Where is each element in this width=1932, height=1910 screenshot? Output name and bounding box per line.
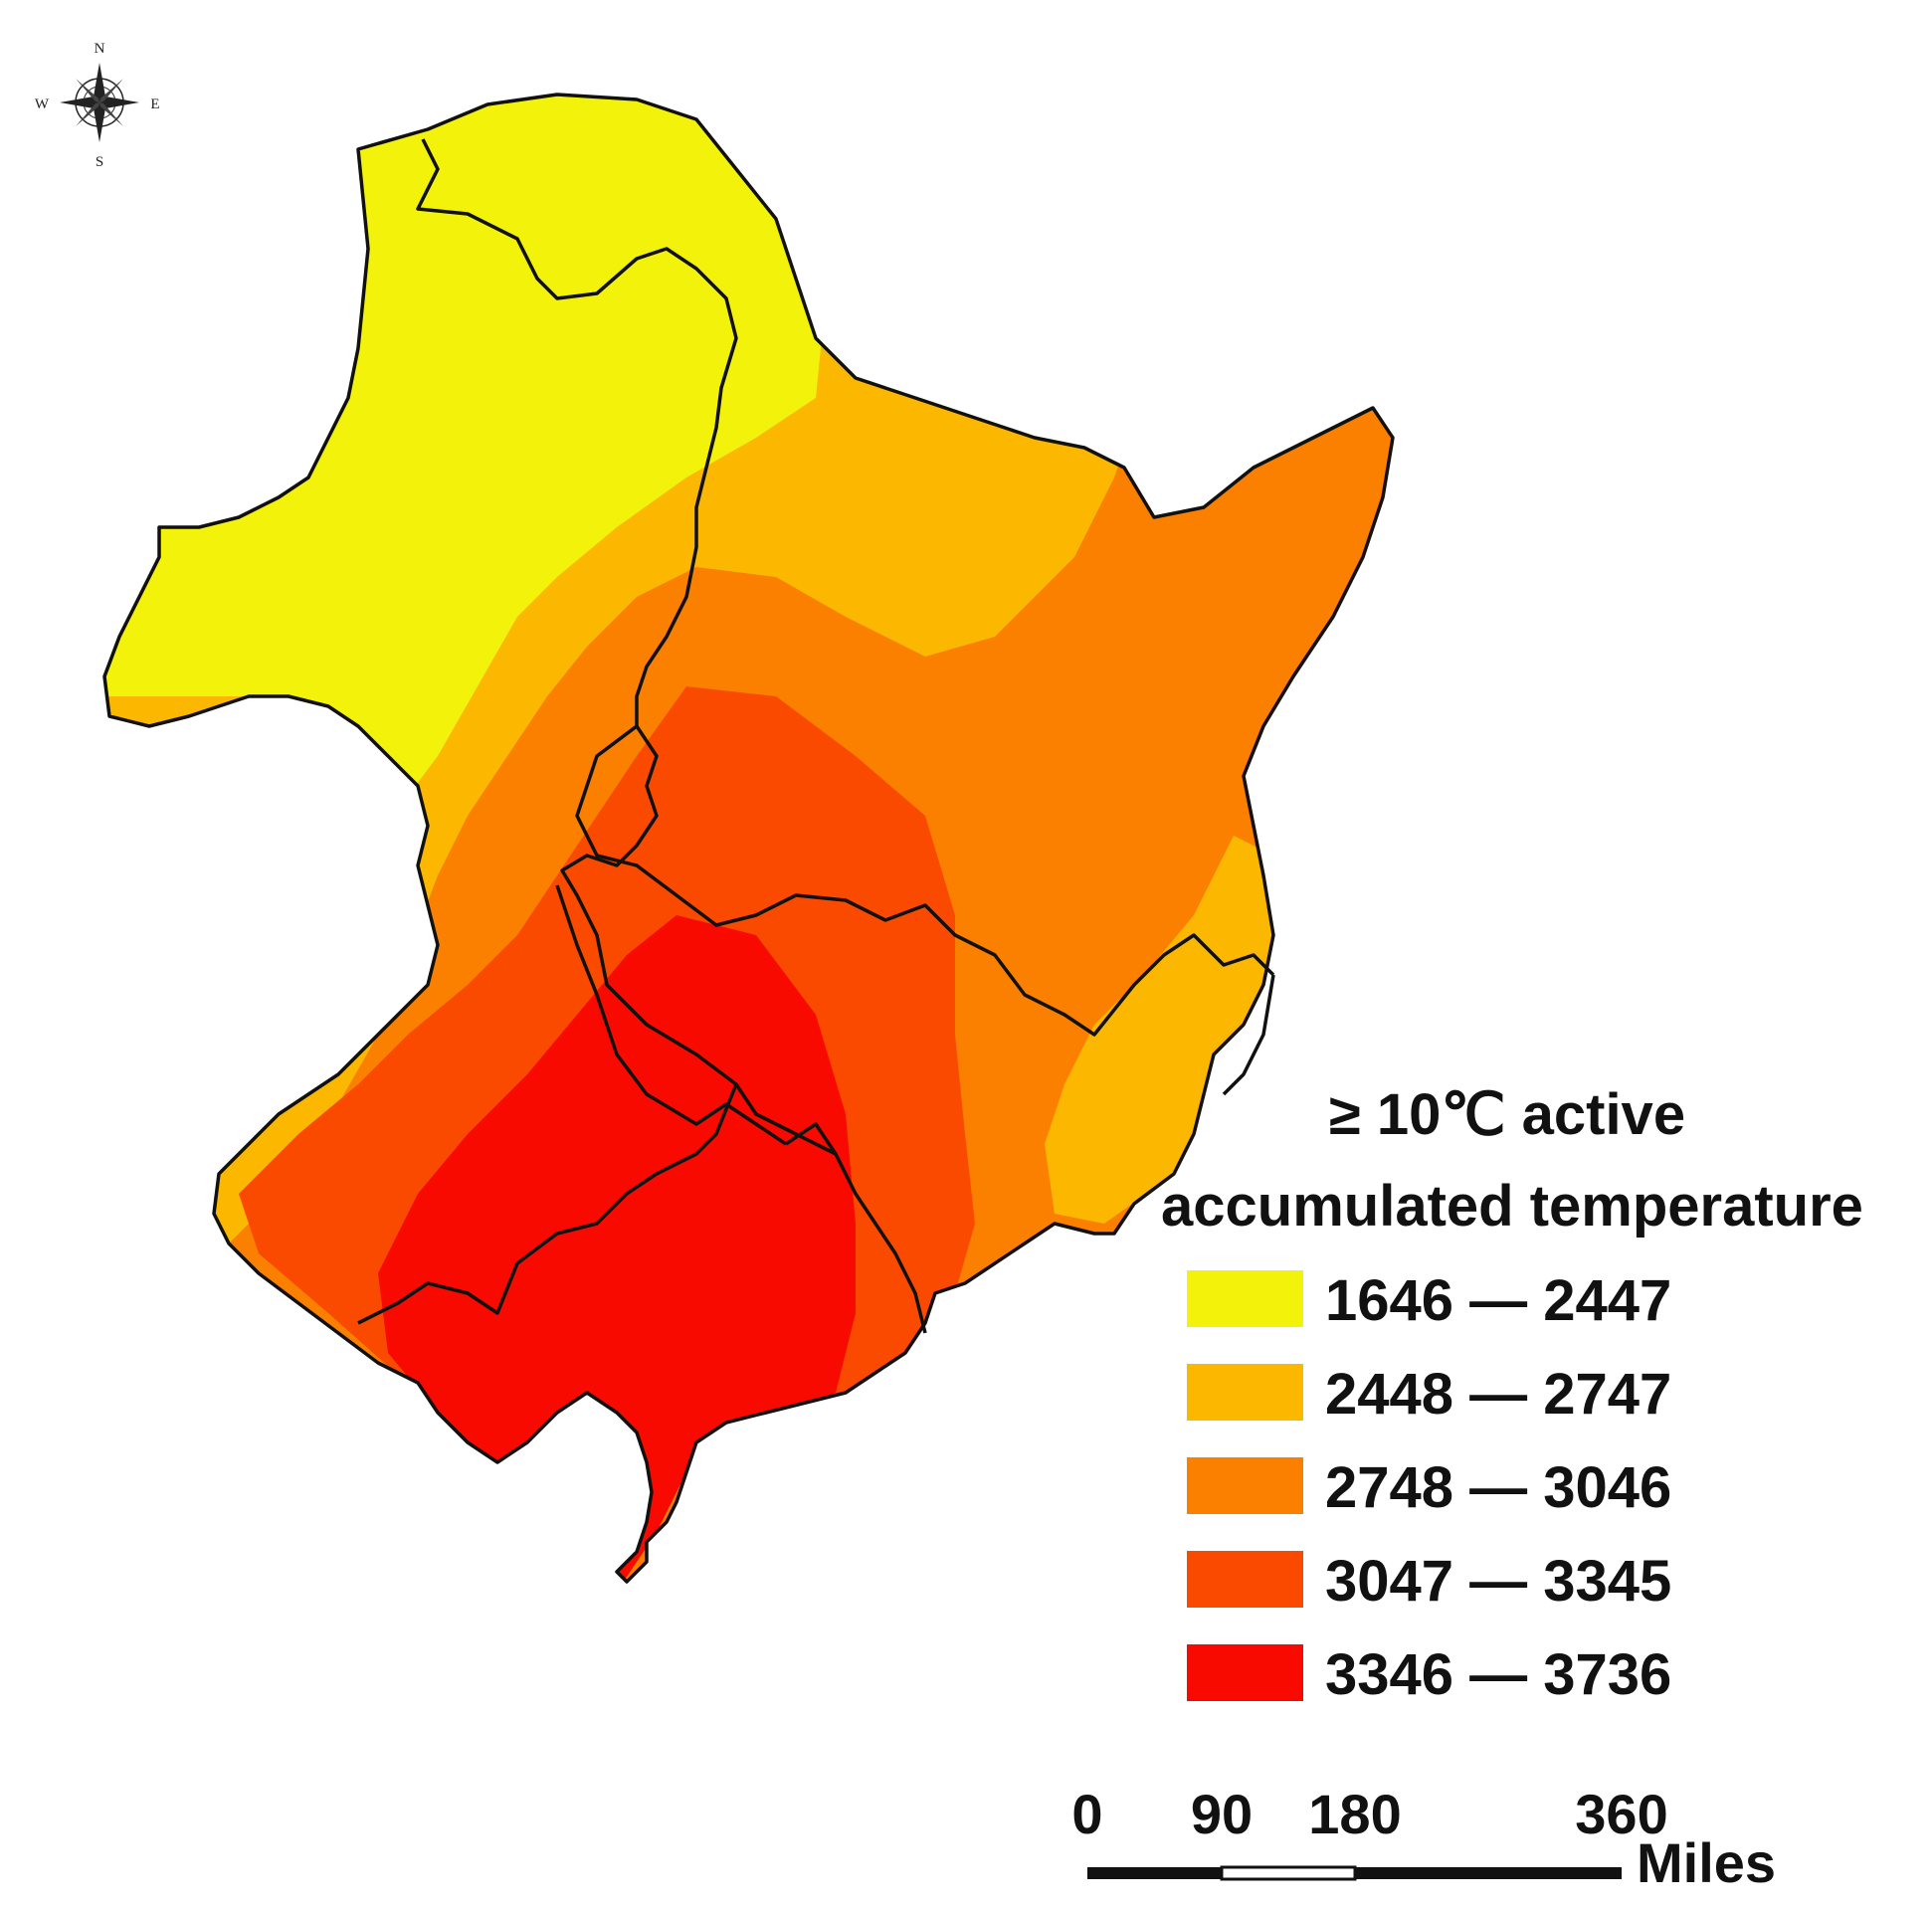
legend-swatch-3 — [1187, 1551, 1303, 1608]
boundaries — [102, 93, 1395, 1584]
compass-south-label: S — [96, 154, 103, 170]
scale-bar-segment-1 — [1087, 1867, 1222, 1879]
scale-bar: 0 90 180 360 Miles — [1071, 1783, 1776, 1894]
province-boundary-east — [1222, 974, 1275, 1096]
legend-swatch-1 — [1187, 1364, 1303, 1421]
legend-swatch-2 — [1187, 1457, 1303, 1514]
legend-title-line2: accumulated temperature — [1161, 1174, 1863, 1239]
scale-bar-segment-3 — [1355, 1867, 1622, 1879]
province-boundary-west — [560, 725, 837, 1156]
scale-bar-segment-2 — [1220, 1865, 1357, 1881]
compass-east-label: E — [150, 96, 159, 112]
legend-swatch-0 — [1187, 1270, 1303, 1327]
legend-label-4: 3346 — 3736 — [1325, 1642, 1671, 1707]
legend-label-3: 3047 — 3345 — [1325, 1549, 1671, 1614]
province-boundary-central — [575, 724, 1275, 1037]
province-boundary-southwest — [357, 1083, 738, 1325]
compass-west-label: W — [35, 96, 50, 112]
scale-tick-label-180: 180 — [1308, 1783, 1401, 1845]
province-boundary-liaoning — [785, 1122, 927, 1334]
compass-north-label: N — [95, 41, 105, 57]
compass-rose-icon: N S E W — [35, 41, 160, 170]
scale-tick-label-0: 0 — [1071, 1783, 1102, 1845]
legend: ≥ 10℃ active accumulated temperature 164… — [1161, 1082, 1863, 1707]
province-boundary-north — [416, 138, 738, 726]
scale-tick-label-90: 90 — [1191, 1783, 1253, 1845]
legend-label-0: 1646 — 2447 — [1325, 1268, 1671, 1333]
scale-tick-label-360: 360 — [1575, 1783, 1667, 1845]
province-boundary-south — [555, 884, 787, 1146]
legend-label-1: 2448 — 2747 — [1325, 1362, 1671, 1427]
legend-swatch-4 — [1187, 1644, 1303, 1701]
legend-label-2: 2748 — 3046 — [1325, 1455, 1671, 1520]
legend-title-line1: ≥ 10℃ active — [1329, 1082, 1685, 1147]
scale-unit-label: Miles — [1637, 1831, 1776, 1894]
